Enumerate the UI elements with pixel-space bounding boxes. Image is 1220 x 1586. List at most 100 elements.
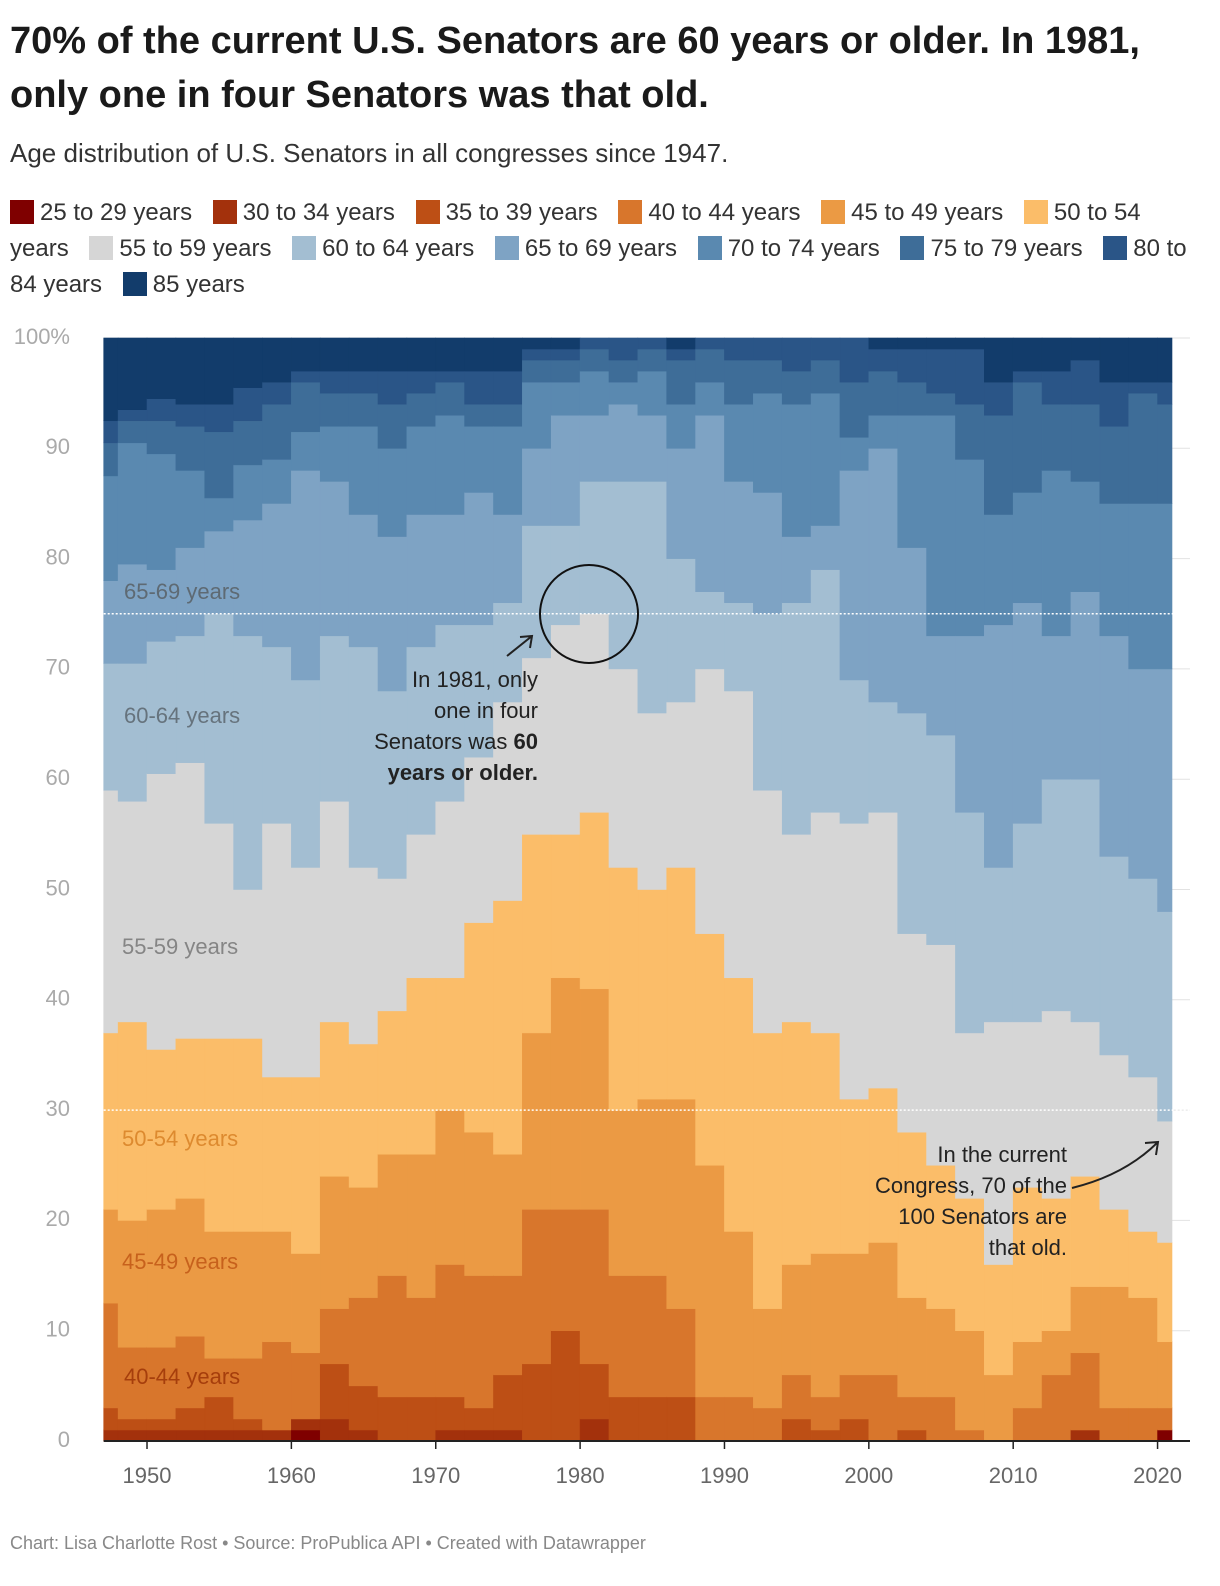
area-segment — [984, 1374, 1014, 1442]
area-segment — [262, 1076, 292, 1232]
area-segment — [406, 977, 437, 1155]
area-segment — [262, 381, 292, 405]
area-segment — [926, 348, 956, 394]
area-segment — [103, 475, 119, 581]
area-segment — [175, 1407, 206, 1431]
area-segment — [926, 734, 956, 945]
area-segment — [291, 867, 321, 1078]
area-segment — [579, 1418, 610, 1442]
area-segment — [695, 668, 725, 934]
area-segment — [291, 1418, 321, 1431]
area-segment — [175, 635, 206, 763]
area-segment — [666, 1098, 696, 1309]
area-segment — [103, 442, 119, 477]
area-segment — [550, 1330, 581, 1442]
area-segment — [262, 403, 292, 460]
legend-label: 70 to 74 years — [727, 235, 880, 262]
area-segment — [493, 1275, 523, 1376]
area-segment — [146, 398, 177, 422]
x-tick-label: 1990 — [700, 1463, 749, 1488]
y-tick-label: 50 — [46, 875, 70, 900]
chart-subtitle: Age distribution of U.S. Senators in all… — [10, 138, 729, 168]
area-segment — [117, 1429, 148, 1442]
area-segment — [1041, 635, 1072, 780]
legend-item: 40 to 44 years — [618, 199, 800, 226]
area-segment — [550, 624, 581, 835]
legend-label: 65 to 69 years — [524, 235, 678, 262]
area-segment — [1041, 1010, 1072, 1199]
area-segment — [377, 1153, 408, 1276]
legend-item: 65 to 69 years — [494, 235, 678, 262]
y-tick-label: 100% — [14, 324, 70, 349]
area-segment — [435, 514, 465, 626]
area-segment — [839, 1374, 870, 1420]
area-segment — [233, 1038, 263, 1232]
area-segment — [724, 977, 754, 1232]
area-segment — [781, 370, 812, 405]
legend: 25 to 29 years 30 to 34 years 35 to 39 y… — [10, 195, 1190, 303]
area-segment — [781, 337, 812, 372]
area-segment — [1070, 778, 1101, 1023]
area-segment — [377, 403, 408, 449]
area-segment — [435, 624, 465, 802]
legend-swatch — [618, 200, 643, 224]
area-segment — [897, 381, 927, 416]
area-segment — [810, 1253, 841, 1398]
area-segment — [695, 337, 725, 350]
area-segment — [724, 481, 754, 604]
area-segment — [435, 370, 465, 383]
area-segment — [724, 337, 754, 361]
area-segment — [117, 337, 148, 410]
legend-label: 30 to 34 years — [242, 199, 395, 226]
area-segment — [926, 337, 956, 350]
area-segment — [204, 823, 234, 1039]
area-segment — [319, 425, 350, 482]
legend-item: 70 to 74 years — [697, 235, 880, 262]
source: Chart: Lisa Charlotte Rost • Source: Pro… — [10, 1533, 646, 1553]
area-segment — [406, 1297, 437, 1398]
area-segment — [984, 381, 1014, 416]
area-segment — [839, 436, 870, 471]
area-segment — [608, 1396, 639, 1442]
area-segment — [579, 337, 610, 350]
area-segment — [204, 403, 234, 433]
area-segment — [233, 1429, 263, 1442]
area-segment — [695, 933, 725, 1166]
area-segment — [550, 977, 581, 1210]
area-segment — [1128, 503, 1158, 670]
area-segment — [435, 800, 465, 979]
area-segment — [1070, 337, 1101, 361]
area-segment — [810, 811, 841, 1034]
area-segment — [637, 1396, 668, 1442]
area-segment — [637, 712, 668, 890]
area-segment — [1157, 403, 1173, 504]
area-segment — [1128, 1407, 1158, 1442]
legend-swatch — [212, 200, 237, 224]
area-segment — [319, 481, 350, 637]
area-segment — [897, 414, 927, 548]
area-segment — [146, 1049, 177, 1210]
area-segment — [464, 492, 494, 626]
area-segment — [1012, 602, 1043, 824]
area-segment — [464, 1429, 494, 1442]
area-segment — [926, 1164, 956, 1309]
area-segment — [406, 834, 437, 979]
area-segment — [522, 381, 552, 449]
area-segment — [1128, 1297, 1158, 1409]
area-segment — [146, 420, 177, 455]
area-segment — [493, 1153, 523, 1276]
area-segment — [781, 1418, 812, 1442]
area-segment — [493, 900, 523, 1155]
area-segment — [1012, 492, 1043, 604]
area-segment — [839, 337, 870, 383]
area-segment — [1099, 635, 1129, 857]
area-segment — [608, 668, 639, 868]
area-segment — [666, 447, 696, 559]
area-segment — [1070, 403, 1101, 482]
area-segment — [233, 337, 263, 388]
legend-swatch — [821, 200, 846, 224]
area-segment — [117, 442, 148, 565]
area-segment — [810, 1032, 841, 1254]
area-segment — [348, 867, 379, 1045]
annotation-text: In 1981, only one in four Senators was — [374, 667, 538, 754]
